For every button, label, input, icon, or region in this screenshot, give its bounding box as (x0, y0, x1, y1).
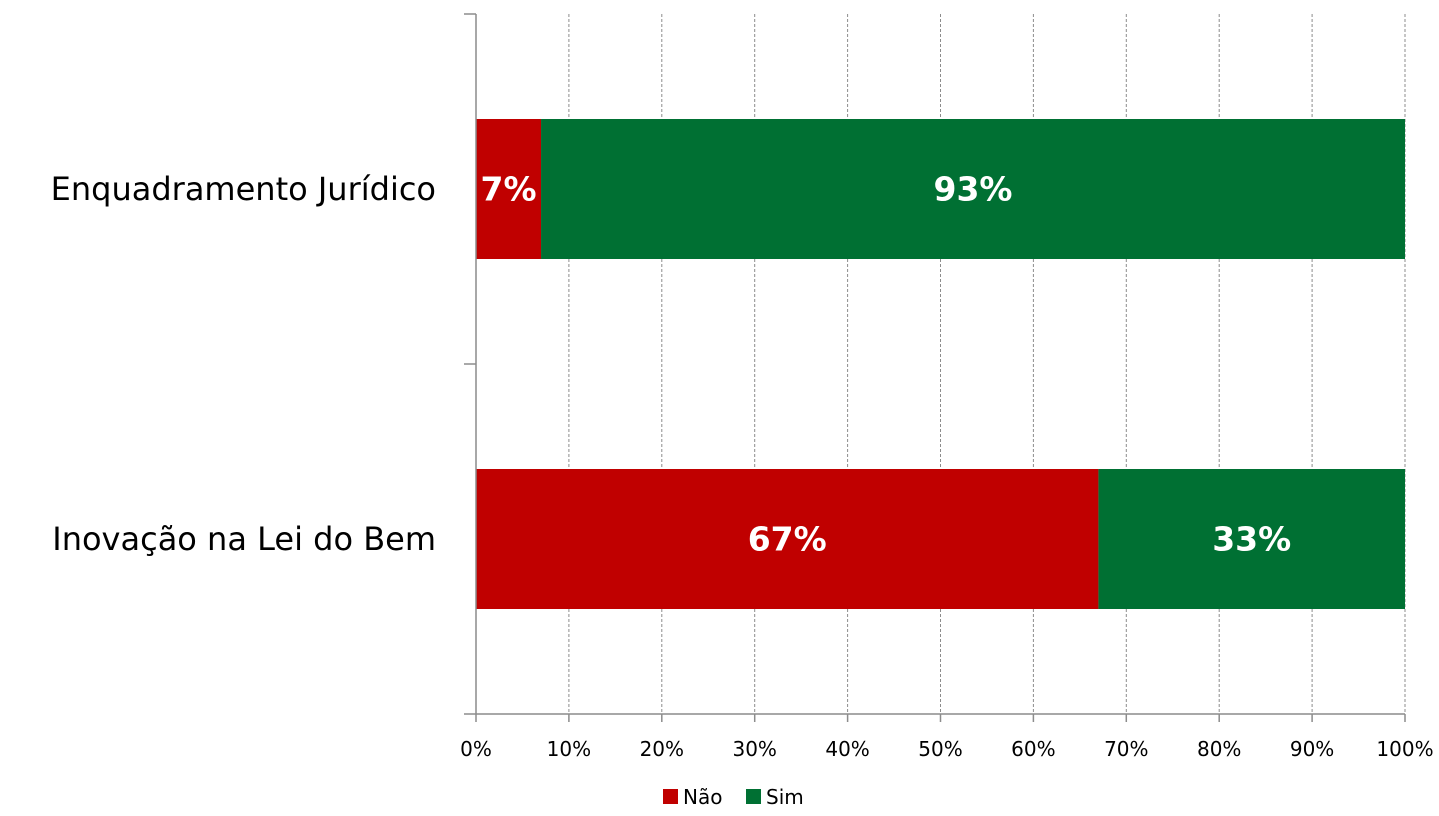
bar-segment-sim (1098, 469, 1405, 609)
axes (464, 13, 1406, 722)
x-tick-label: 10% (547, 737, 591, 761)
x-tick-label: 20% (640, 737, 684, 761)
legend-label: Não (683, 785, 722, 809)
x-tick-label: 80% (1197, 737, 1241, 761)
x-tick-label: 70% (1104, 737, 1148, 761)
legend-label: Sim (766, 785, 804, 809)
bar-segment-nao (476, 469, 1099, 609)
legend-swatch-nao (663, 789, 678, 804)
bars (476, 119, 1405, 609)
x-tick-label: 30% (732, 737, 776, 761)
data-label: 33% (1212, 520, 1291, 559)
bar-segment-sim (541, 119, 1405, 259)
x-tick-label: 60% (1011, 737, 1055, 761)
x-tick-label: 40% (825, 737, 869, 761)
category-label: Inovação na Lei do Bem (52, 520, 436, 558)
data-label: 93% (934, 170, 1013, 209)
category-label: Enquadramento Jurídico (51, 170, 436, 208)
bar-segment-nao (476, 119, 542, 259)
data-label: 67% (748, 520, 827, 559)
legend: Não Sim (663, 785, 804, 809)
x-tick-label: 50% (918, 737, 962, 761)
labels: 7% 93% Enquadramento Jurídico 67% 33% Inovaçã… (51, 170, 1434, 762)
x-tick-label: 0% (460, 737, 492, 761)
data-label: 7% (480, 170, 536, 209)
legend-swatch-sim (746, 789, 761, 804)
x-tick-label: 100% (1376, 737, 1433, 761)
x-tick-label: 90% (1290, 737, 1334, 761)
